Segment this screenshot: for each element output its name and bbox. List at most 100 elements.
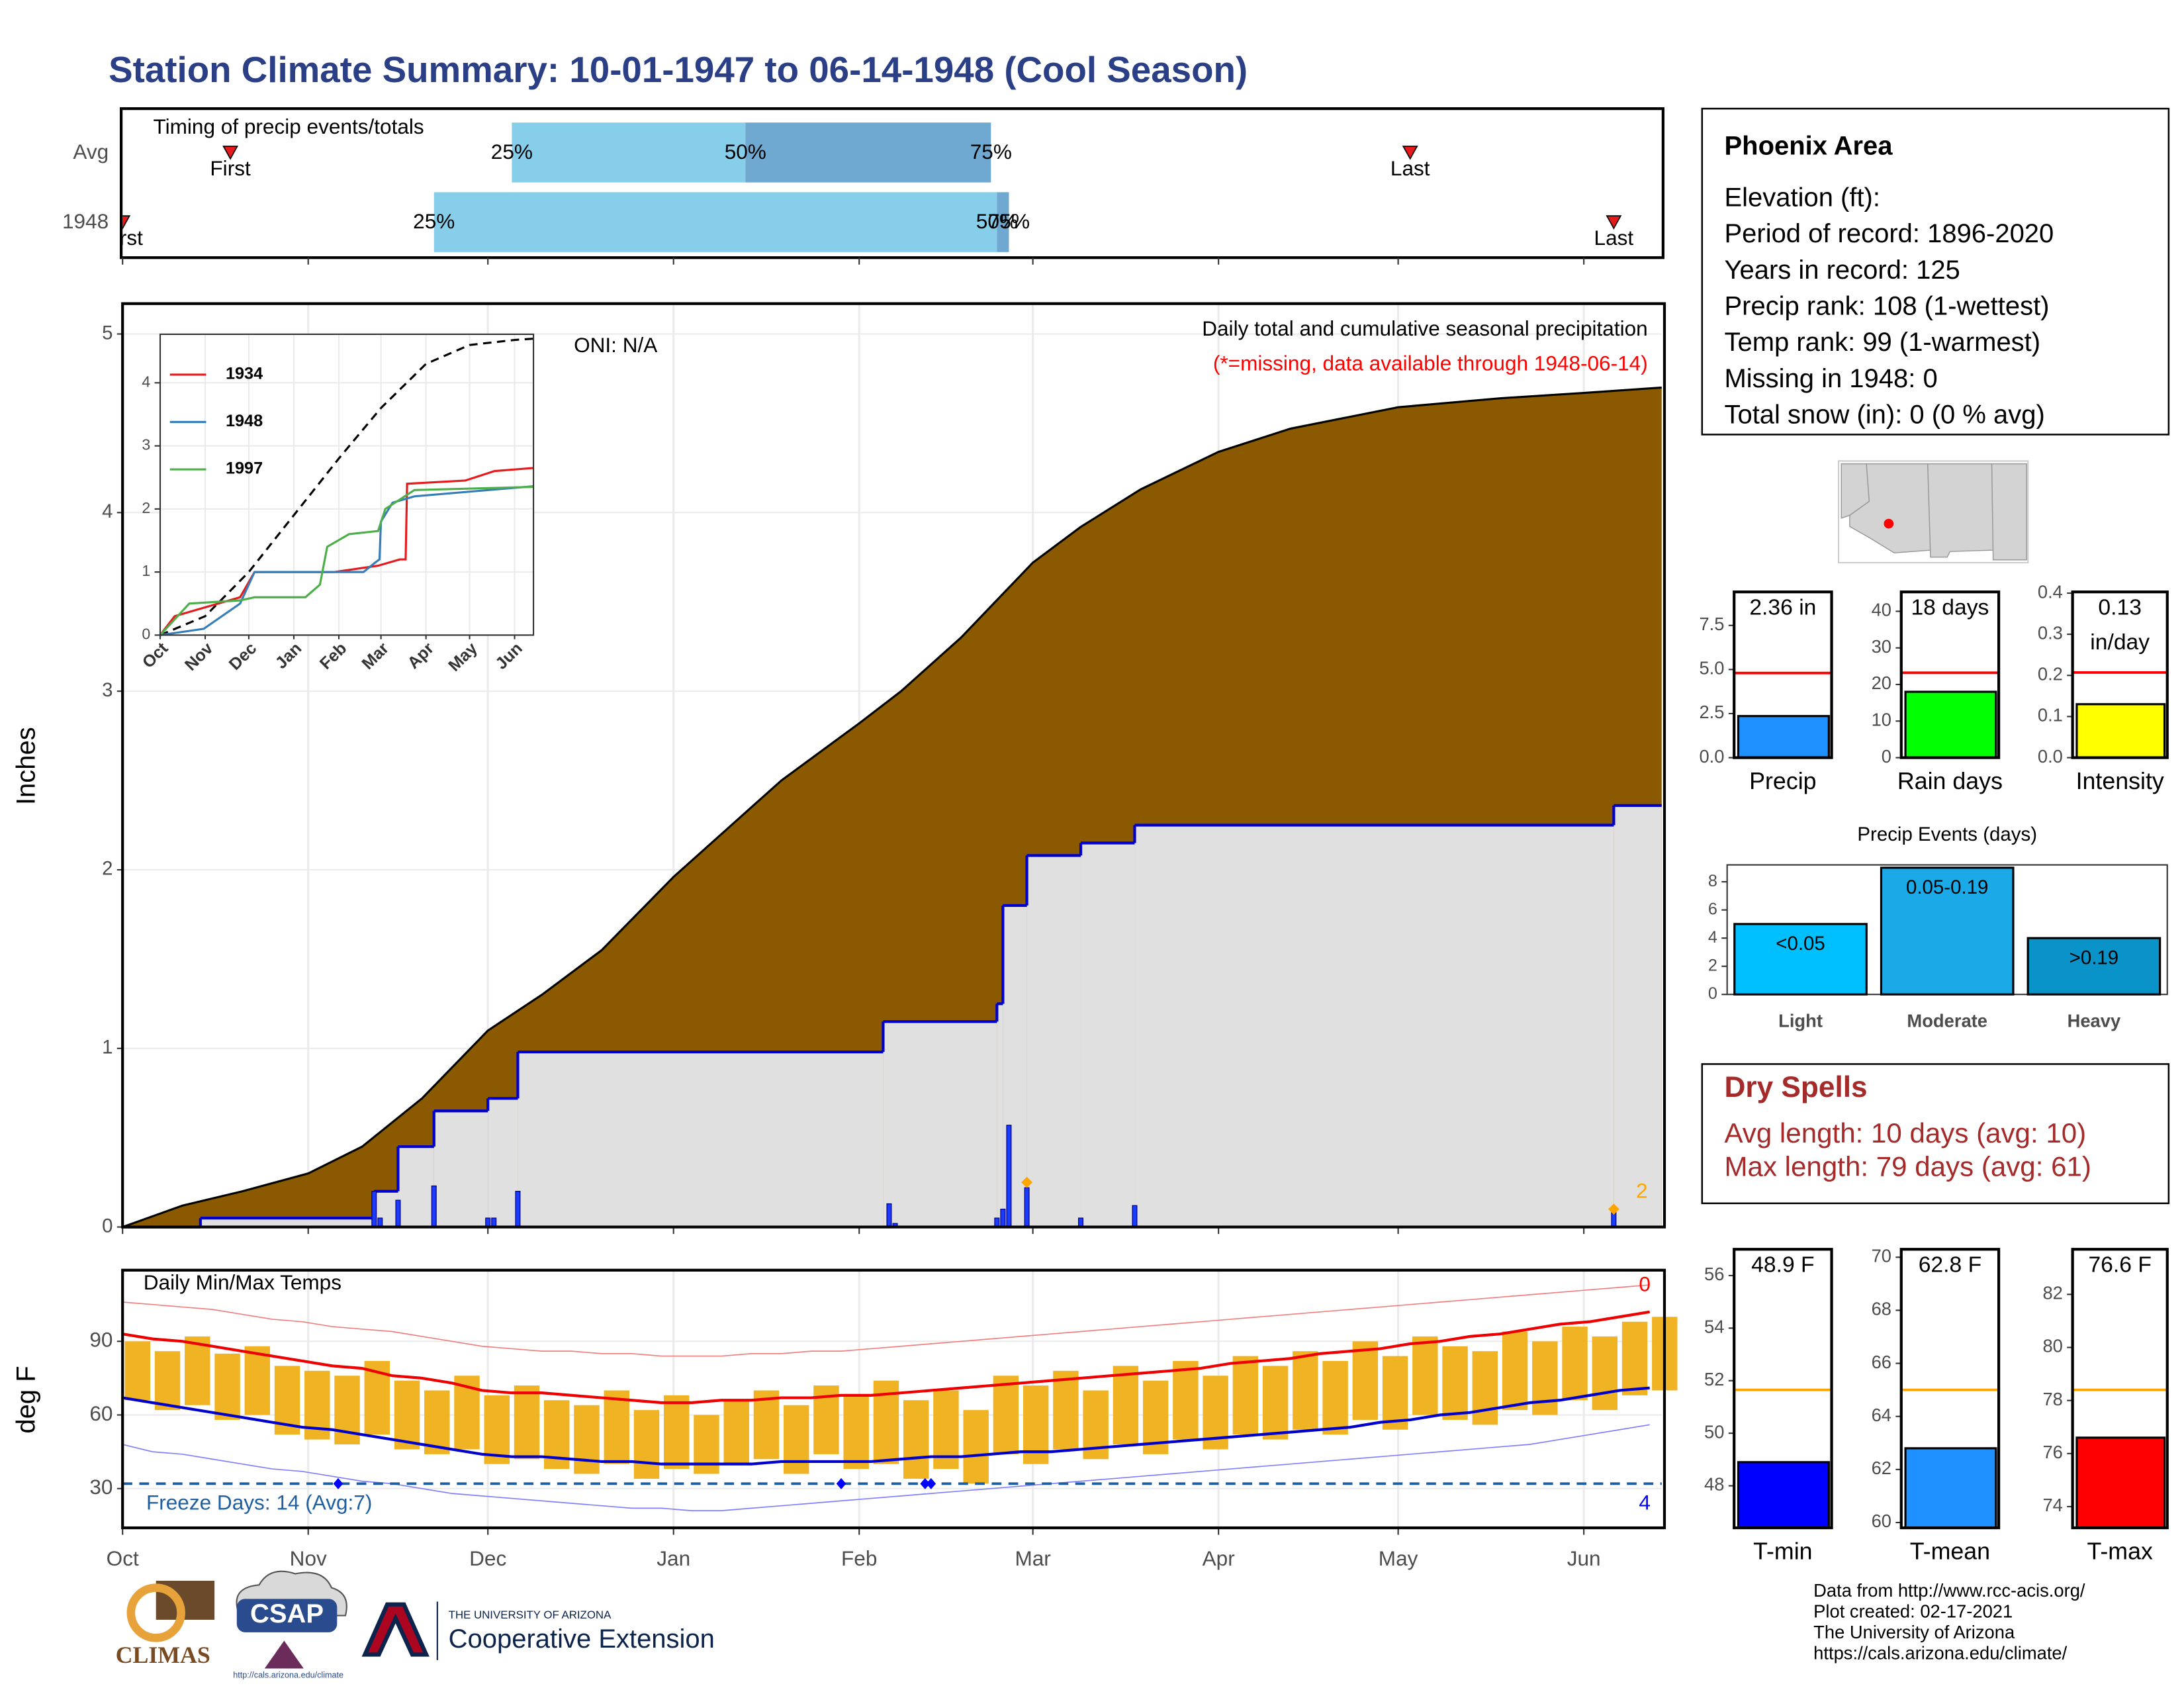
value-label: in/day xyxy=(2090,630,2150,655)
legend-label: 1997 xyxy=(226,459,263,478)
ua-name: THE UNIVERSITY OF ARIZONA xyxy=(449,1609,612,1621)
temp-bar xyxy=(1532,1341,1558,1415)
temp-bar xyxy=(185,1336,210,1405)
annotation: Daily total and cumulative seasonal prec… xyxy=(1202,316,1647,340)
bin-label: <0.05 xyxy=(1776,933,1825,955)
map-state xyxy=(1927,463,1994,558)
y-tick-label: 3 xyxy=(102,679,113,701)
bin-label: >0.19 xyxy=(2070,947,2119,968)
value-label: 18 days xyxy=(1911,595,1989,620)
category-label: Light xyxy=(1778,1011,1823,1031)
footer-line: Plot created: 02-17-2021 xyxy=(1813,1601,2013,1622)
y-tick-label: 0.1 xyxy=(2038,705,2063,726)
y-tick-label: 5.0 xyxy=(1699,658,1724,679)
y-tick-label: 74 xyxy=(2042,1495,2062,1515)
inset-background xyxy=(160,334,534,635)
y-tick-label: 0 xyxy=(1882,746,1891,767)
y-tick-label: 0.0 xyxy=(1699,746,1724,767)
gauge-bar xyxy=(1904,1447,1997,1529)
temp-bar xyxy=(514,1385,540,1460)
panel-title: Precip Events (days) xyxy=(1857,823,2037,845)
average-line xyxy=(122,386,1662,1229)
row-label: Avg xyxy=(73,140,109,164)
panel-frame xyxy=(121,1268,1666,1530)
freeze-marker xyxy=(926,1477,936,1489)
csap-mountain xyxy=(264,1640,304,1669)
x-tick-label: Nov xyxy=(290,1546,327,1570)
y-tick-label: 70 xyxy=(1872,1245,1891,1266)
value-label: 62.8 F xyxy=(1919,1252,1981,1277)
y-tick-label: 2.5 xyxy=(1699,702,1724,722)
y-tick-label: 2 xyxy=(1708,956,1717,974)
event-label: Last xyxy=(1594,226,1634,250)
y-tick-label: 56 xyxy=(1704,1264,1724,1284)
temp-bar xyxy=(903,1400,929,1479)
observed-area xyxy=(518,1052,884,1227)
event-marker xyxy=(222,146,239,160)
temp-bar xyxy=(1053,1370,1079,1450)
temp-bar xyxy=(1173,1360,1199,1440)
footer-line: Data from http://www.rcc-acis.org/ xyxy=(1813,1580,2085,1601)
quartile-label: 50% xyxy=(725,140,766,164)
y-tick-label: 40 xyxy=(1872,600,1891,620)
observed-area xyxy=(433,1111,488,1227)
series-line xyxy=(159,467,534,636)
gauge: 0.0 2.5 5.0 7.5 2.36 in Precip xyxy=(1699,590,1833,794)
y-tick-label: 5 xyxy=(102,322,113,344)
temp-bar xyxy=(843,1395,869,1470)
freeze-marker xyxy=(836,1477,846,1489)
temp-panel: Oct Nov Dec Jan Feb Mar Apr May Jun 30 60 90 Freeze … xyxy=(12,1268,1678,1570)
missing-marker xyxy=(1021,1176,1033,1188)
inset-frame xyxy=(159,333,535,636)
y-tick-label: 82 xyxy=(2042,1283,2062,1303)
temp-bar xyxy=(723,1400,749,1464)
daily-bar xyxy=(1006,1125,1012,1228)
y-tick-label: 50 xyxy=(1704,1421,1724,1442)
temp-bar xyxy=(664,1395,690,1470)
x-tick-label: Apr xyxy=(1203,1546,1235,1570)
gauge-frame xyxy=(1899,590,2001,759)
gauge-bar xyxy=(2075,1436,2166,1529)
daily-bar xyxy=(1024,1187,1030,1228)
temp-bar xyxy=(574,1405,600,1474)
y-tick-label: 78 xyxy=(2042,1389,2062,1409)
quartile-label: 75% xyxy=(970,140,1012,164)
station-dot xyxy=(1884,518,1894,529)
info-line: Years in record: 125 xyxy=(1724,256,1960,285)
temp-bar xyxy=(993,1376,1019,1454)
event-bar xyxy=(1880,867,2015,996)
y-axis-label: Inches xyxy=(12,727,41,805)
temp-bar xyxy=(1113,1366,1139,1445)
category-label: Rain days xyxy=(1897,768,2003,794)
y-tick-label: 2 xyxy=(102,858,113,880)
y-axis-label: deg F xyxy=(12,1366,41,1433)
y-tick-label: 7.5 xyxy=(1699,614,1724,634)
y-tick-label: 1 xyxy=(102,1037,113,1058)
gauge-frame xyxy=(2071,1248,2169,1530)
category-label: T-mean xyxy=(1910,1538,1990,1564)
y-tick-label: 80 xyxy=(2042,1336,2062,1356)
bin-label: 0.05-0.19 xyxy=(1906,876,1988,898)
normal-min-line xyxy=(122,1386,1650,1466)
quartile-label: 50% xyxy=(976,209,1018,233)
category-label: Heavy xyxy=(2068,1011,2121,1031)
temp-bar xyxy=(394,1380,420,1450)
observed-area xyxy=(200,1218,375,1227)
temp-bar xyxy=(1293,1351,1318,1430)
event-label: First xyxy=(210,156,251,180)
csap-url: http://cals.arizona.edu/climate xyxy=(233,1670,343,1679)
annotation: (*=missing, data available through 1948-… xyxy=(1213,352,1648,375)
y-tick-label: 90 xyxy=(89,1328,113,1352)
page-title: Station Climate Summary: 10-01-1947 to 0… xyxy=(109,49,1248,90)
info-line: Elevation (ft): xyxy=(1724,183,1880,212)
y-tick-label: 52 xyxy=(1704,1369,1724,1389)
quartile-bar xyxy=(997,192,1009,252)
gauge-frame xyxy=(1899,1248,2001,1530)
y-tick-label: 0.3 xyxy=(2038,622,2063,643)
csap-logo-bg xyxy=(236,1599,338,1632)
ua-logo xyxy=(361,1602,430,1657)
y-tick-label: 68 xyxy=(1872,1299,1891,1319)
record-low-count: 4 xyxy=(1639,1491,1651,1515)
value-label: 76.6 F xyxy=(2088,1252,2151,1277)
